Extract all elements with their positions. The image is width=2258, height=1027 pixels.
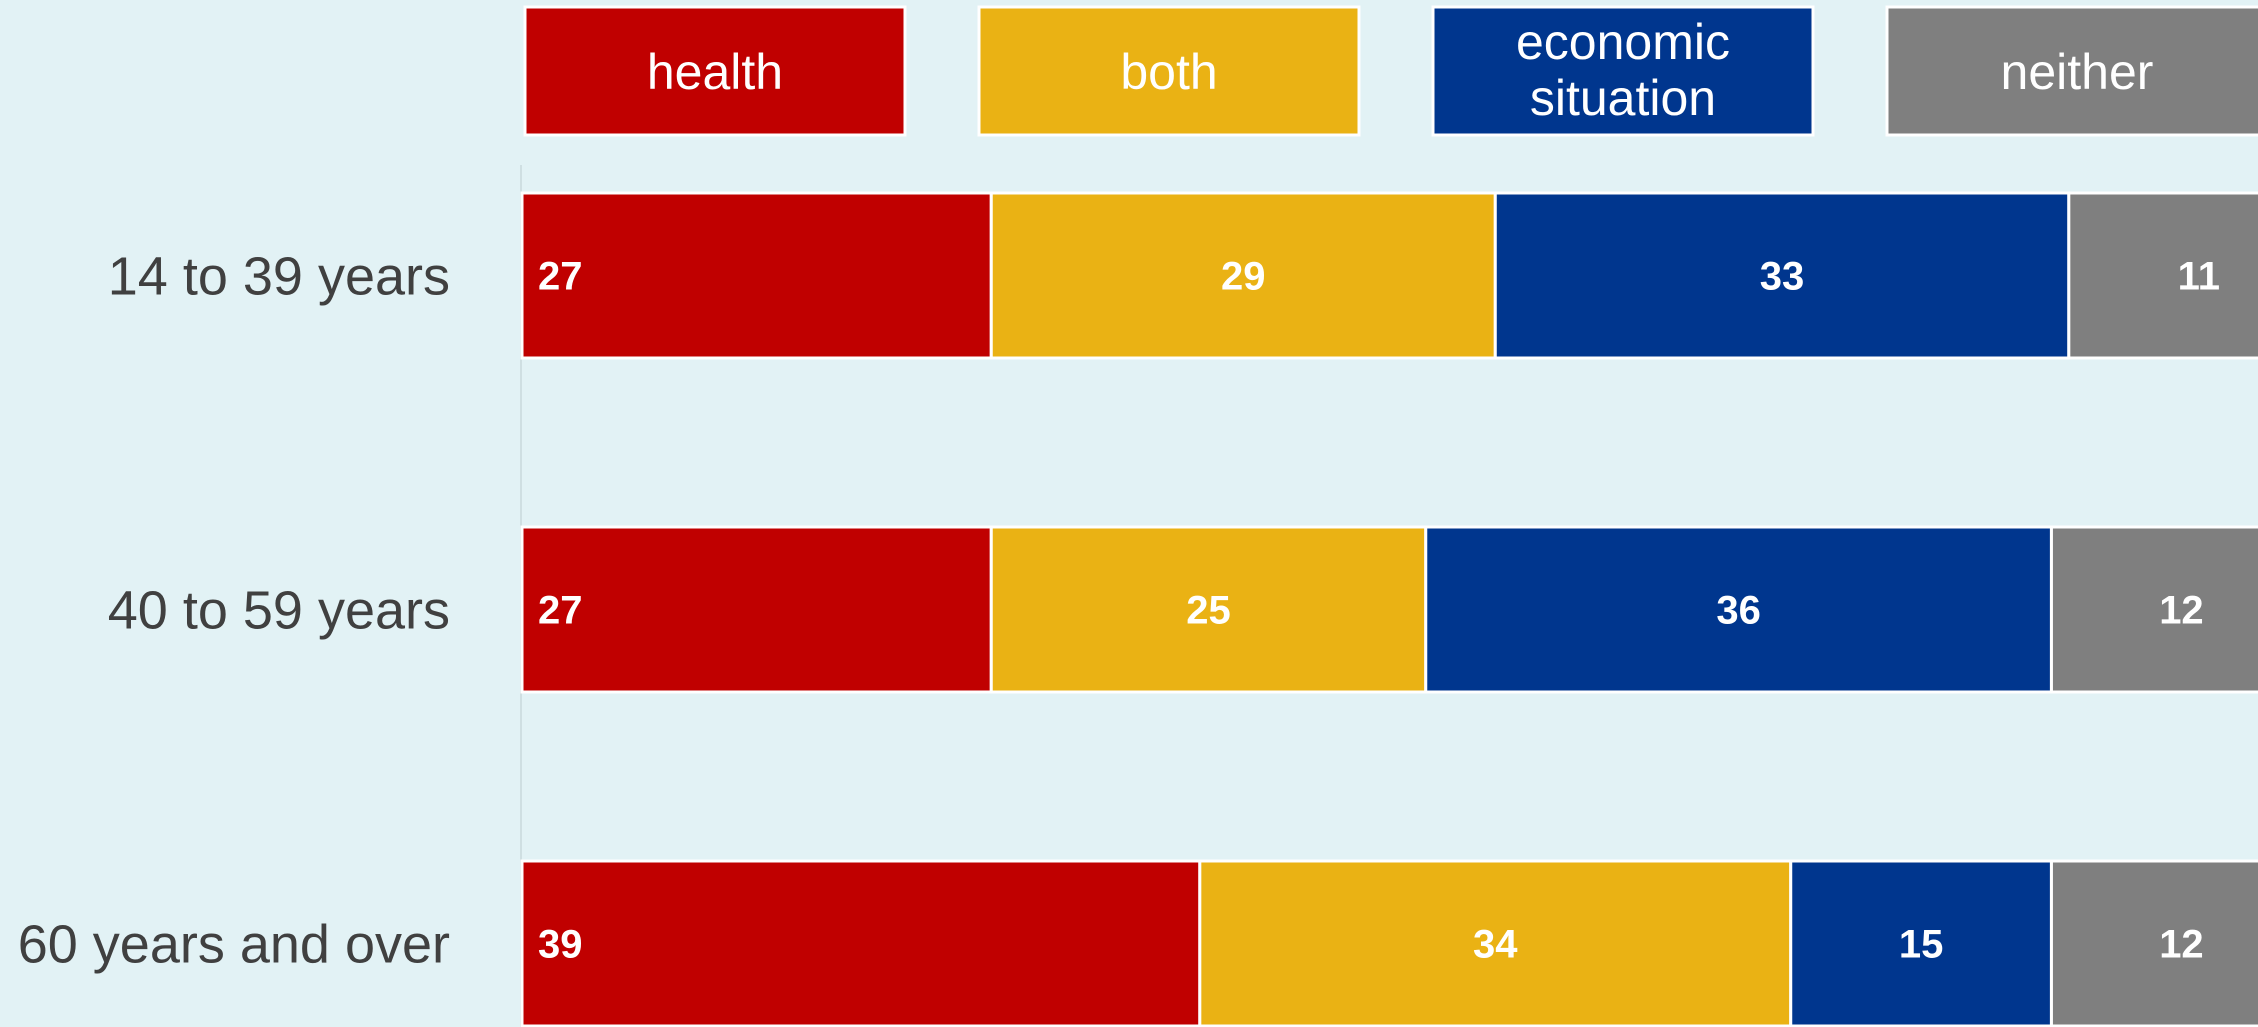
value-label-40-to-59-years-both: 25 <box>1186 589 1231 633</box>
legend-swatch-both <box>977 5 1361 137</box>
value-label-60-years-and-over-both: 34 <box>1473 923 1518 967</box>
legend-label-both: both <box>1120 44 1217 100</box>
bar-40-to-59-years-neither <box>2049 525 2258 694</box>
bar-14-to-39-years-neither <box>2067 191 2258 360</box>
legend: health both economic situation neither <box>523 5 2258 137</box>
value-label-60-years-and-over-health: 39 <box>538 923 583 967</box>
bar-40-to-59-years-health <box>520 525 993 694</box>
value-label-60-years-and-over-neither: 12 <box>2159 923 2204 967</box>
value-label-40-to-59-years-neither: 12 <box>2159 589 2204 633</box>
bar-40-to-59-years-economic-situation <box>1424 525 2053 694</box>
value-label-14-to-39-years-both: 29 <box>1221 255 1266 299</box>
value-label-14-to-39-years-health: 27 <box>538 255 583 299</box>
value-label-14-to-39-years-neither: 11 <box>2178 255 2220 299</box>
value-label-60-years-and-over-economic-situation: 15 <box>1899 923 1944 967</box>
category-labels: 14 to 39 years 40 to 59 years 60 years and… <box>18 247 450 975</box>
value-label-14-to-39-years-economic-situation: 33 <box>1760 255 1805 299</box>
legend-swatch-neither <box>1885 5 2258 137</box>
value-label-40-to-59-years-economic-situation: 36 <box>1716 589 1761 633</box>
bar-14-to-39-years-health <box>520 191 993 360</box>
legend-swatch-health <box>523 5 907 137</box>
legend-label-economic-situation: economic situation <box>1516 14 1730 126</box>
bar-60-years-and-over-economic-situation <box>1789 859 2053 1027</box>
bars: 27 29 33 11 27 25 36 12 39 34 15 12 <box>520 191 2258 1027</box>
bar-60-years-and-over-neither <box>2049 859 2258 1027</box>
legend-swatch-economic-situation <box>1431 5 1815 137</box>
bar-14-to-39-years-both <box>989 191 1497 360</box>
value-label-40-to-59-years-health: 27 <box>538 589 583 633</box>
legend-label-health: health <box>647 44 783 100</box>
bar-60-years-and-over-health <box>520 859 1202 1027</box>
bar-14-to-39-years-economic-situation <box>1493 191 2071 360</box>
category-label-60-years-and-over: 60 years and over <box>18 915 450 975</box>
bar-60-years-and-over-both <box>1198 859 1793 1027</box>
legend-label-neither: neither <box>2001 44 2154 100</box>
category-label-40-to-59-years: 40 to 59 years <box>108 581 450 641</box>
category-label-14-to-39-years: 14 to 39 years <box>108 247 450 307</box>
bar-40-to-59-years-both <box>989 525 1428 694</box>
